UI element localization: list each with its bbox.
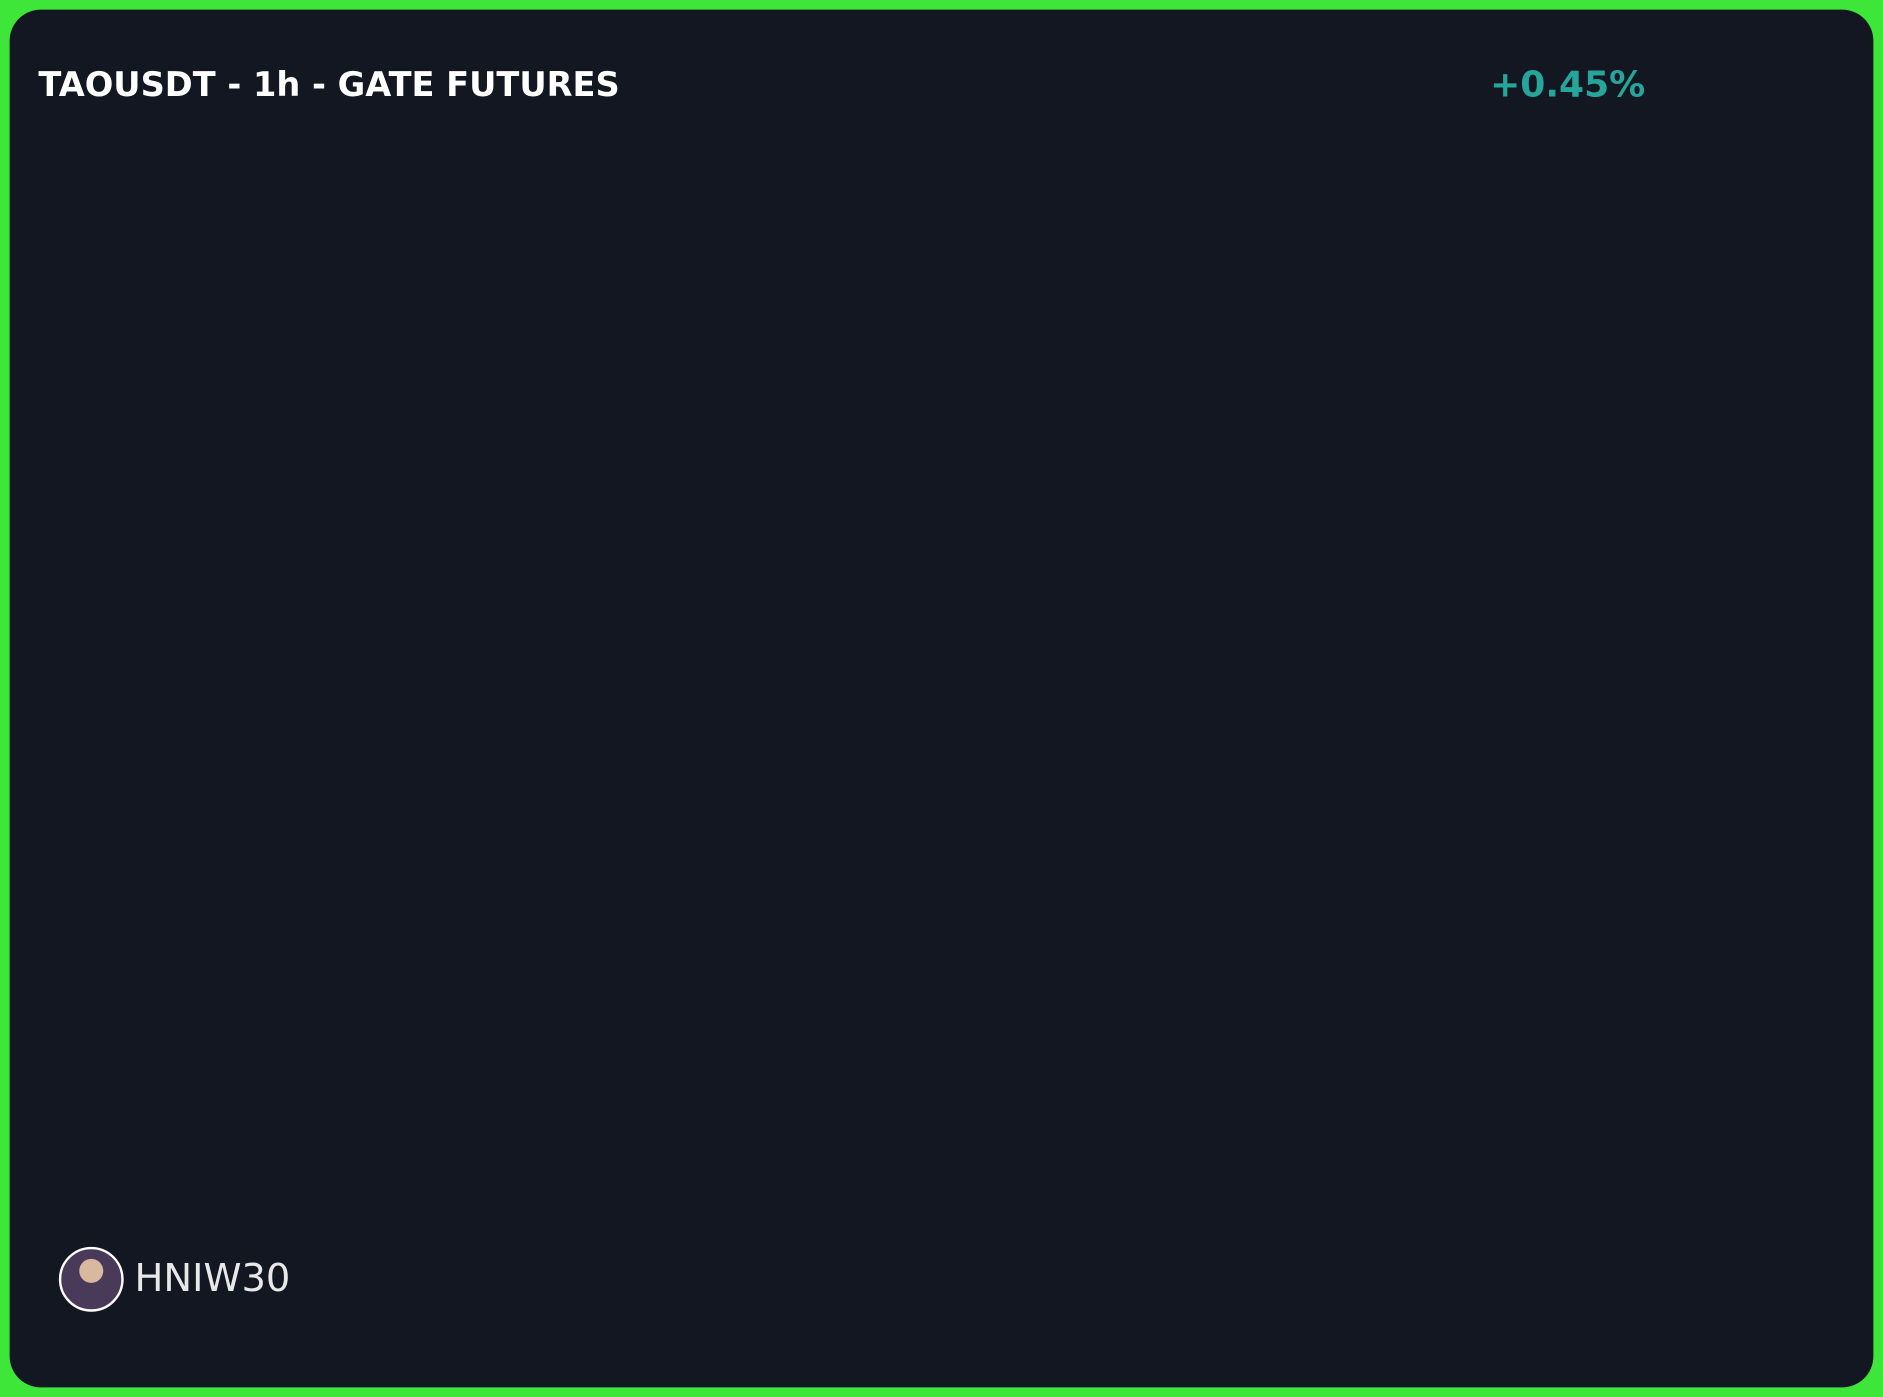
chart-title: TAOUSDT - 1h - GATE FUTURES: [38, 65, 619, 104]
change-label: +0.45%: [1490, 64, 1645, 105]
watermark: HNIW30: [135, 1256, 291, 1301]
avatar-face: [79, 1258, 104, 1283]
panel: [9, 9, 1874, 1388]
